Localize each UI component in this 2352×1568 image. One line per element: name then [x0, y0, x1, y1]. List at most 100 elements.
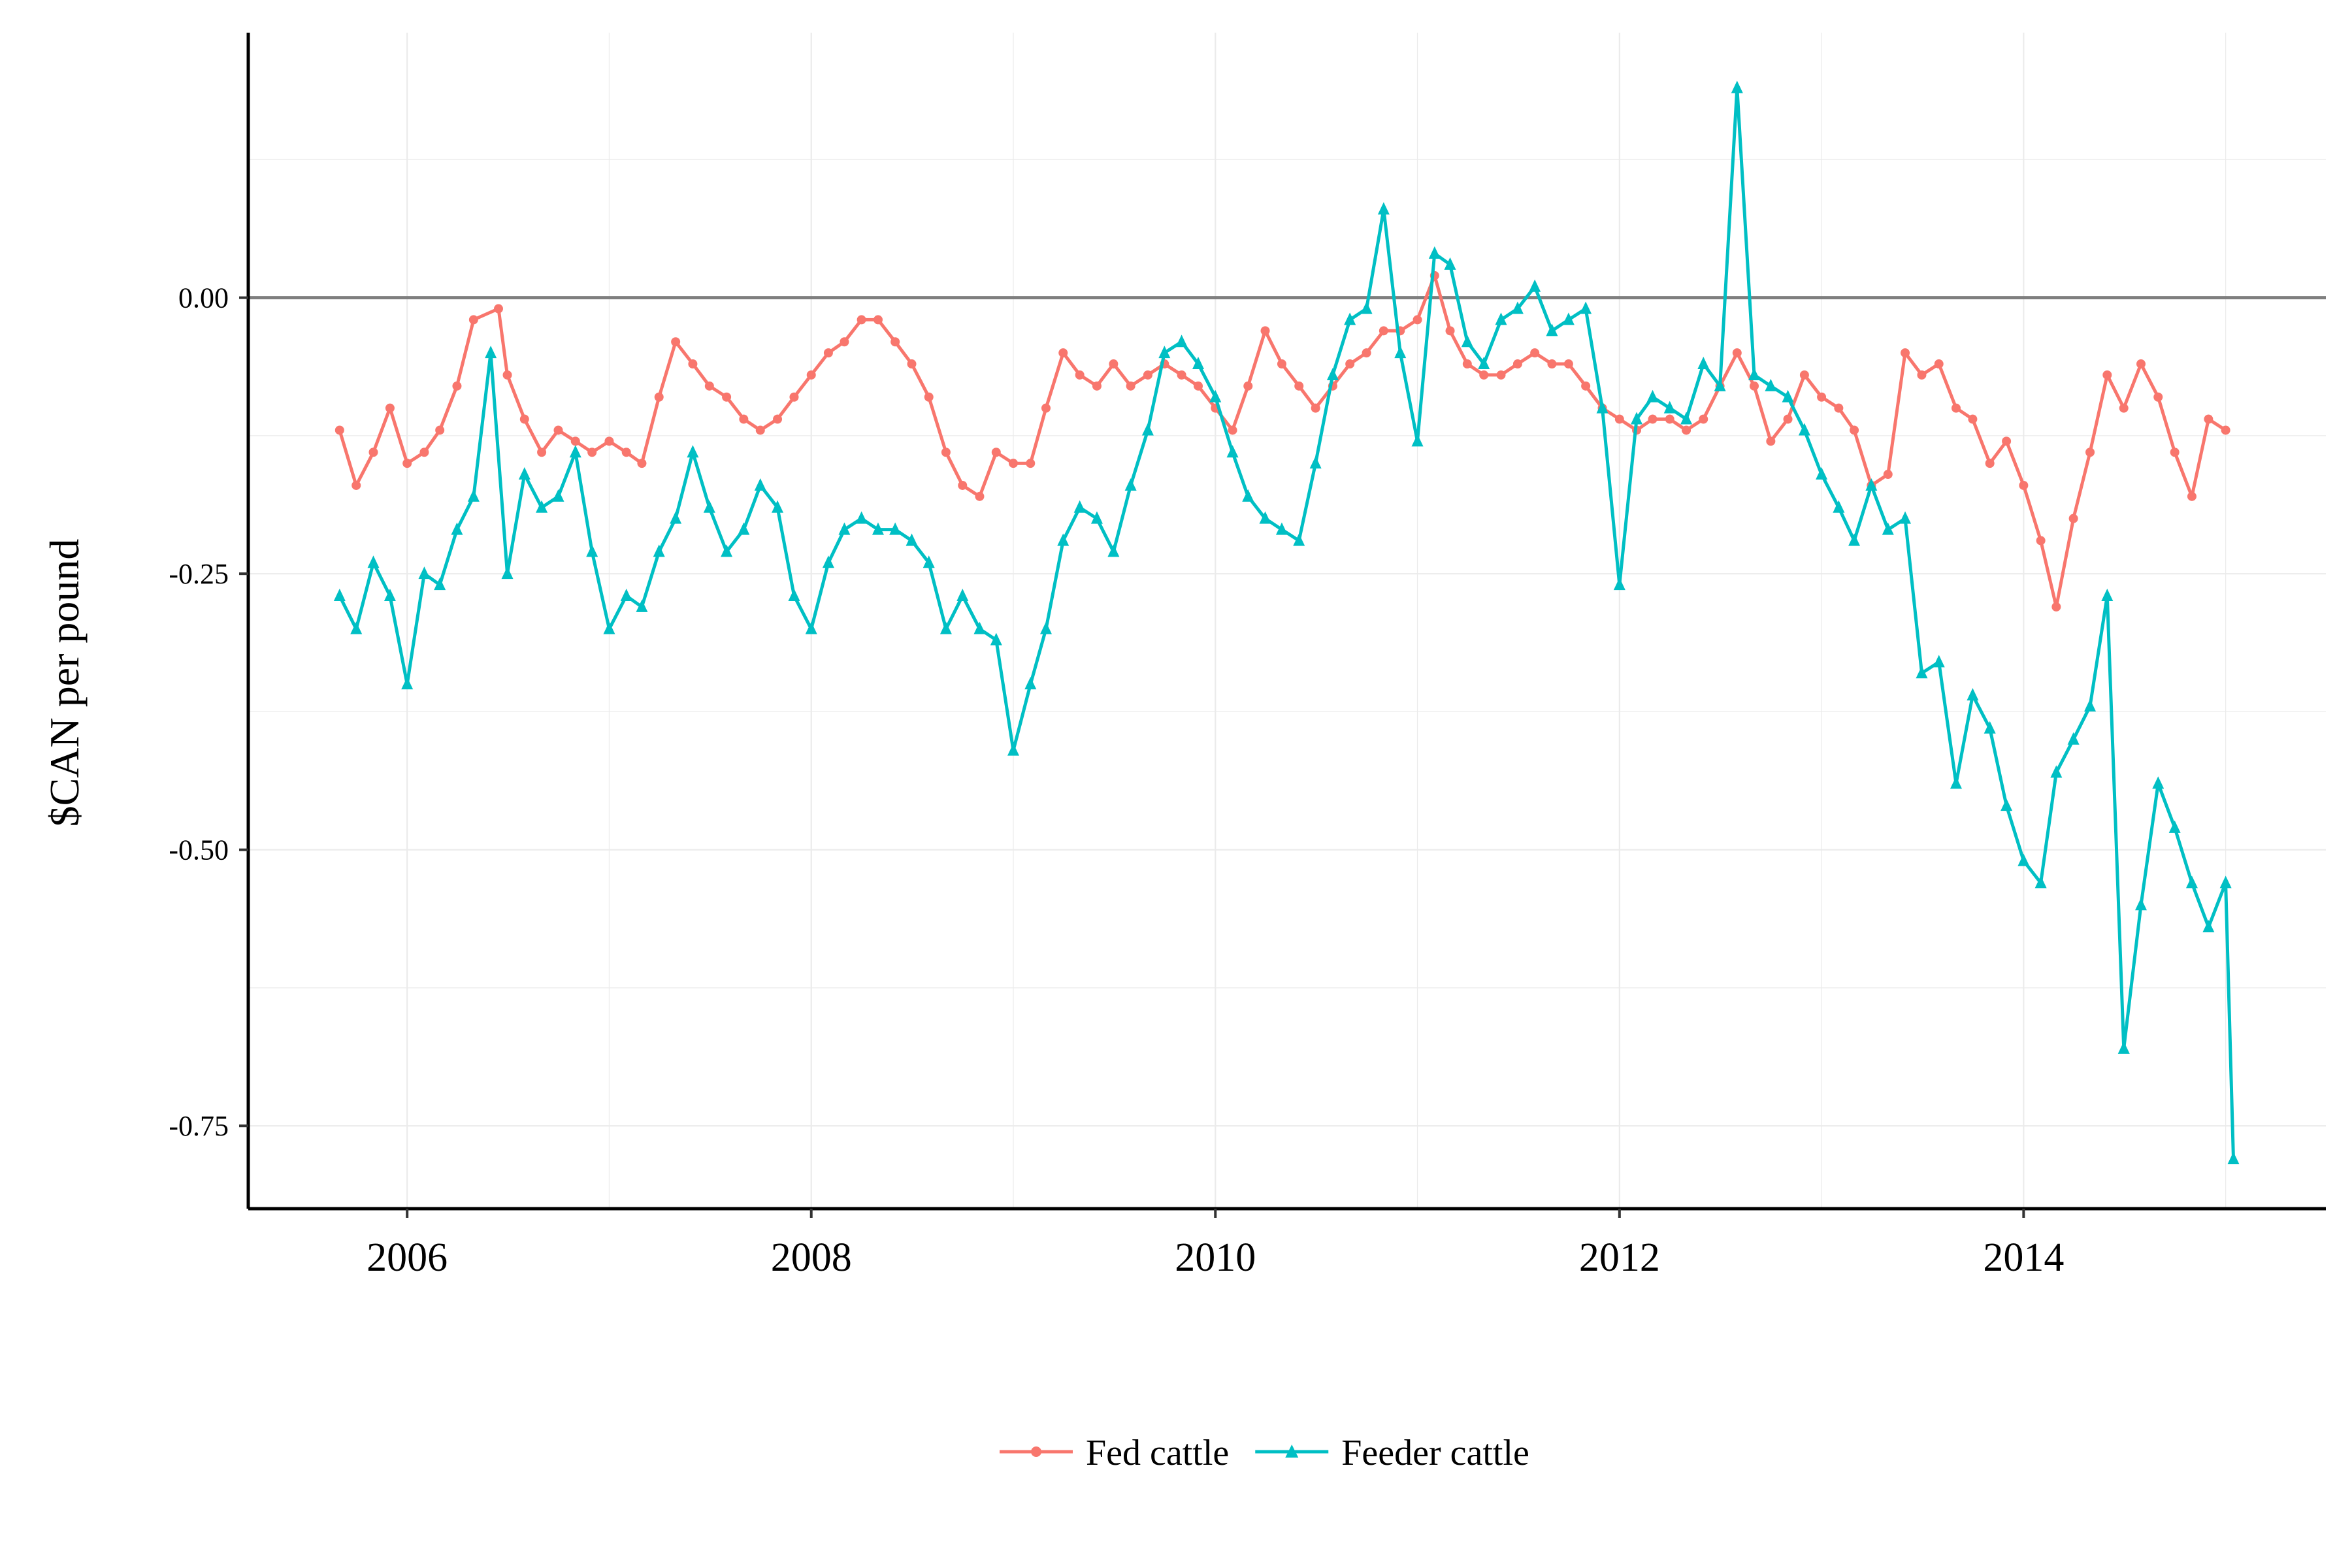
data-point [2084, 698, 2097, 711]
data-point [1967, 688, 1979, 701]
data-point [1194, 381, 1203, 391]
data-point [1177, 370, 1186, 380]
data-point [1242, 489, 1254, 502]
data-point [840, 337, 849, 347]
x-tick-label: 2012 [1579, 1235, 1660, 1280]
data-point [1411, 434, 1424, 447]
data-point [1799, 370, 1809, 380]
data-point [1444, 257, 1456, 270]
y-axis-title: $CAN per pound [41, 539, 88, 827]
data-point [2051, 602, 2061, 612]
data-point [1834, 403, 1844, 413]
data-point [384, 588, 396, 601]
data-point [754, 478, 766, 491]
data-point [1259, 511, 1271, 524]
data-point [738, 522, 750, 535]
legend-label: Feeder cattle [1341, 1433, 1529, 1473]
data-point [2168, 820, 2181, 833]
data-point [536, 500, 548, 513]
data-point [973, 621, 986, 634]
data-point [570, 436, 580, 446]
data-point [1934, 359, 1944, 369]
data-point [2219, 875, 2232, 889]
y-axis-ticks: 0.00 -0.25 -0.50 -0.75 [169, 282, 248, 1142]
data-point [889, 522, 902, 535]
data-point [1731, 80, 1743, 93]
legend-key-marker [1285, 1445, 1299, 1458]
y-tick-label: -0.75 [169, 1110, 229, 1142]
data-point [1748, 367, 1760, 380]
x-tick-label: 2014 [1983, 1235, 2064, 1280]
series-fed-cattle [335, 270, 2230, 612]
data-point [1580, 301, 1592, 314]
data-point [2202, 920, 2215, 933]
data-point [1107, 544, 1120, 557]
data-point [2119, 403, 2129, 413]
data-point [2185, 875, 2198, 889]
data-point [1646, 389, 1659, 402]
data-point [1243, 381, 1253, 391]
y-tick-label: -0.25 [169, 558, 229, 590]
data-point [923, 555, 935, 568]
data-point [1141, 423, 1154, 436]
data-point [1039, 621, 1052, 634]
data-point [1445, 326, 1455, 336]
data-point [1798, 423, 1810, 436]
data-point [1529, 279, 1541, 292]
data-point [1951, 403, 1961, 413]
data-point [537, 448, 547, 457]
legend: Fed cattle Feeder cattle [1000, 1433, 1529, 1473]
data-point [1631, 412, 1643, 425]
data-point [788, 588, 800, 601]
data-point [2101, 588, 2114, 601]
data-point [2134, 898, 2147, 911]
data-point [1984, 721, 1996, 734]
data-point [1260, 326, 1270, 336]
data-point [1024, 677, 1037, 690]
data-point [907, 359, 917, 369]
data-point [1850, 425, 1859, 435]
data-point [1057, 533, 1070, 546]
data-point [435, 425, 445, 435]
data-point [493, 304, 503, 314]
data-point [1344, 312, 1356, 325]
data-point [855, 511, 868, 524]
legend-item-feeder-cattle: Feeder cattle [1255, 1433, 1529, 1473]
legend-item-fed-cattle: Fed cattle [1000, 1433, 1229, 1473]
data-point [1495, 312, 1507, 325]
data-point [587, 448, 597, 457]
data-point [2117, 1041, 2130, 1054]
data-point [958, 480, 968, 490]
data-point [1109, 359, 1119, 369]
data-point [620, 588, 632, 601]
data-point [401, 677, 414, 690]
data-point [1933, 655, 1945, 668]
data-point [1073, 500, 1086, 513]
data-point [991, 448, 1001, 457]
legend-key-marker [1031, 1446, 1041, 1457]
data-point [890, 337, 900, 347]
data-point [1461, 335, 1473, 348]
data-point [402, 459, 412, 468]
data-point [603, 621, 615, 634]
data-point [1377, 202, 1390, 215]
data-point [1294, 381, 1304, 391]
data-point [721, 544, 733, 557]
data-point [739, 414, 749, 424]
data-point [1345, 359, 1355, 369]
data-point [823, 348, 833, 358]
data-point [703, 500, 715, 513]
data-point [1833, 500, 1845, 513]
data-point [1026, 459, 1036, 468]
data-point [1228, 425, 1237, 435]
data-point [485, 346, 497, 359]
data-point [2085, 448, 2095, 457]
data-point [857, 315, 866, 325]
data-point [2227, 1151, 2240, 1164]
data-point [1413, 315, 1422, 325]
data-point [1360, 301, 1373, 314]
data-point [1783, 414, 1793, 424]
data-point [1362, 348, 1371, 358]
x-axis-ticks: 2006 2008 2010 2012 2014 [367, 1209, 2064, 1280]
